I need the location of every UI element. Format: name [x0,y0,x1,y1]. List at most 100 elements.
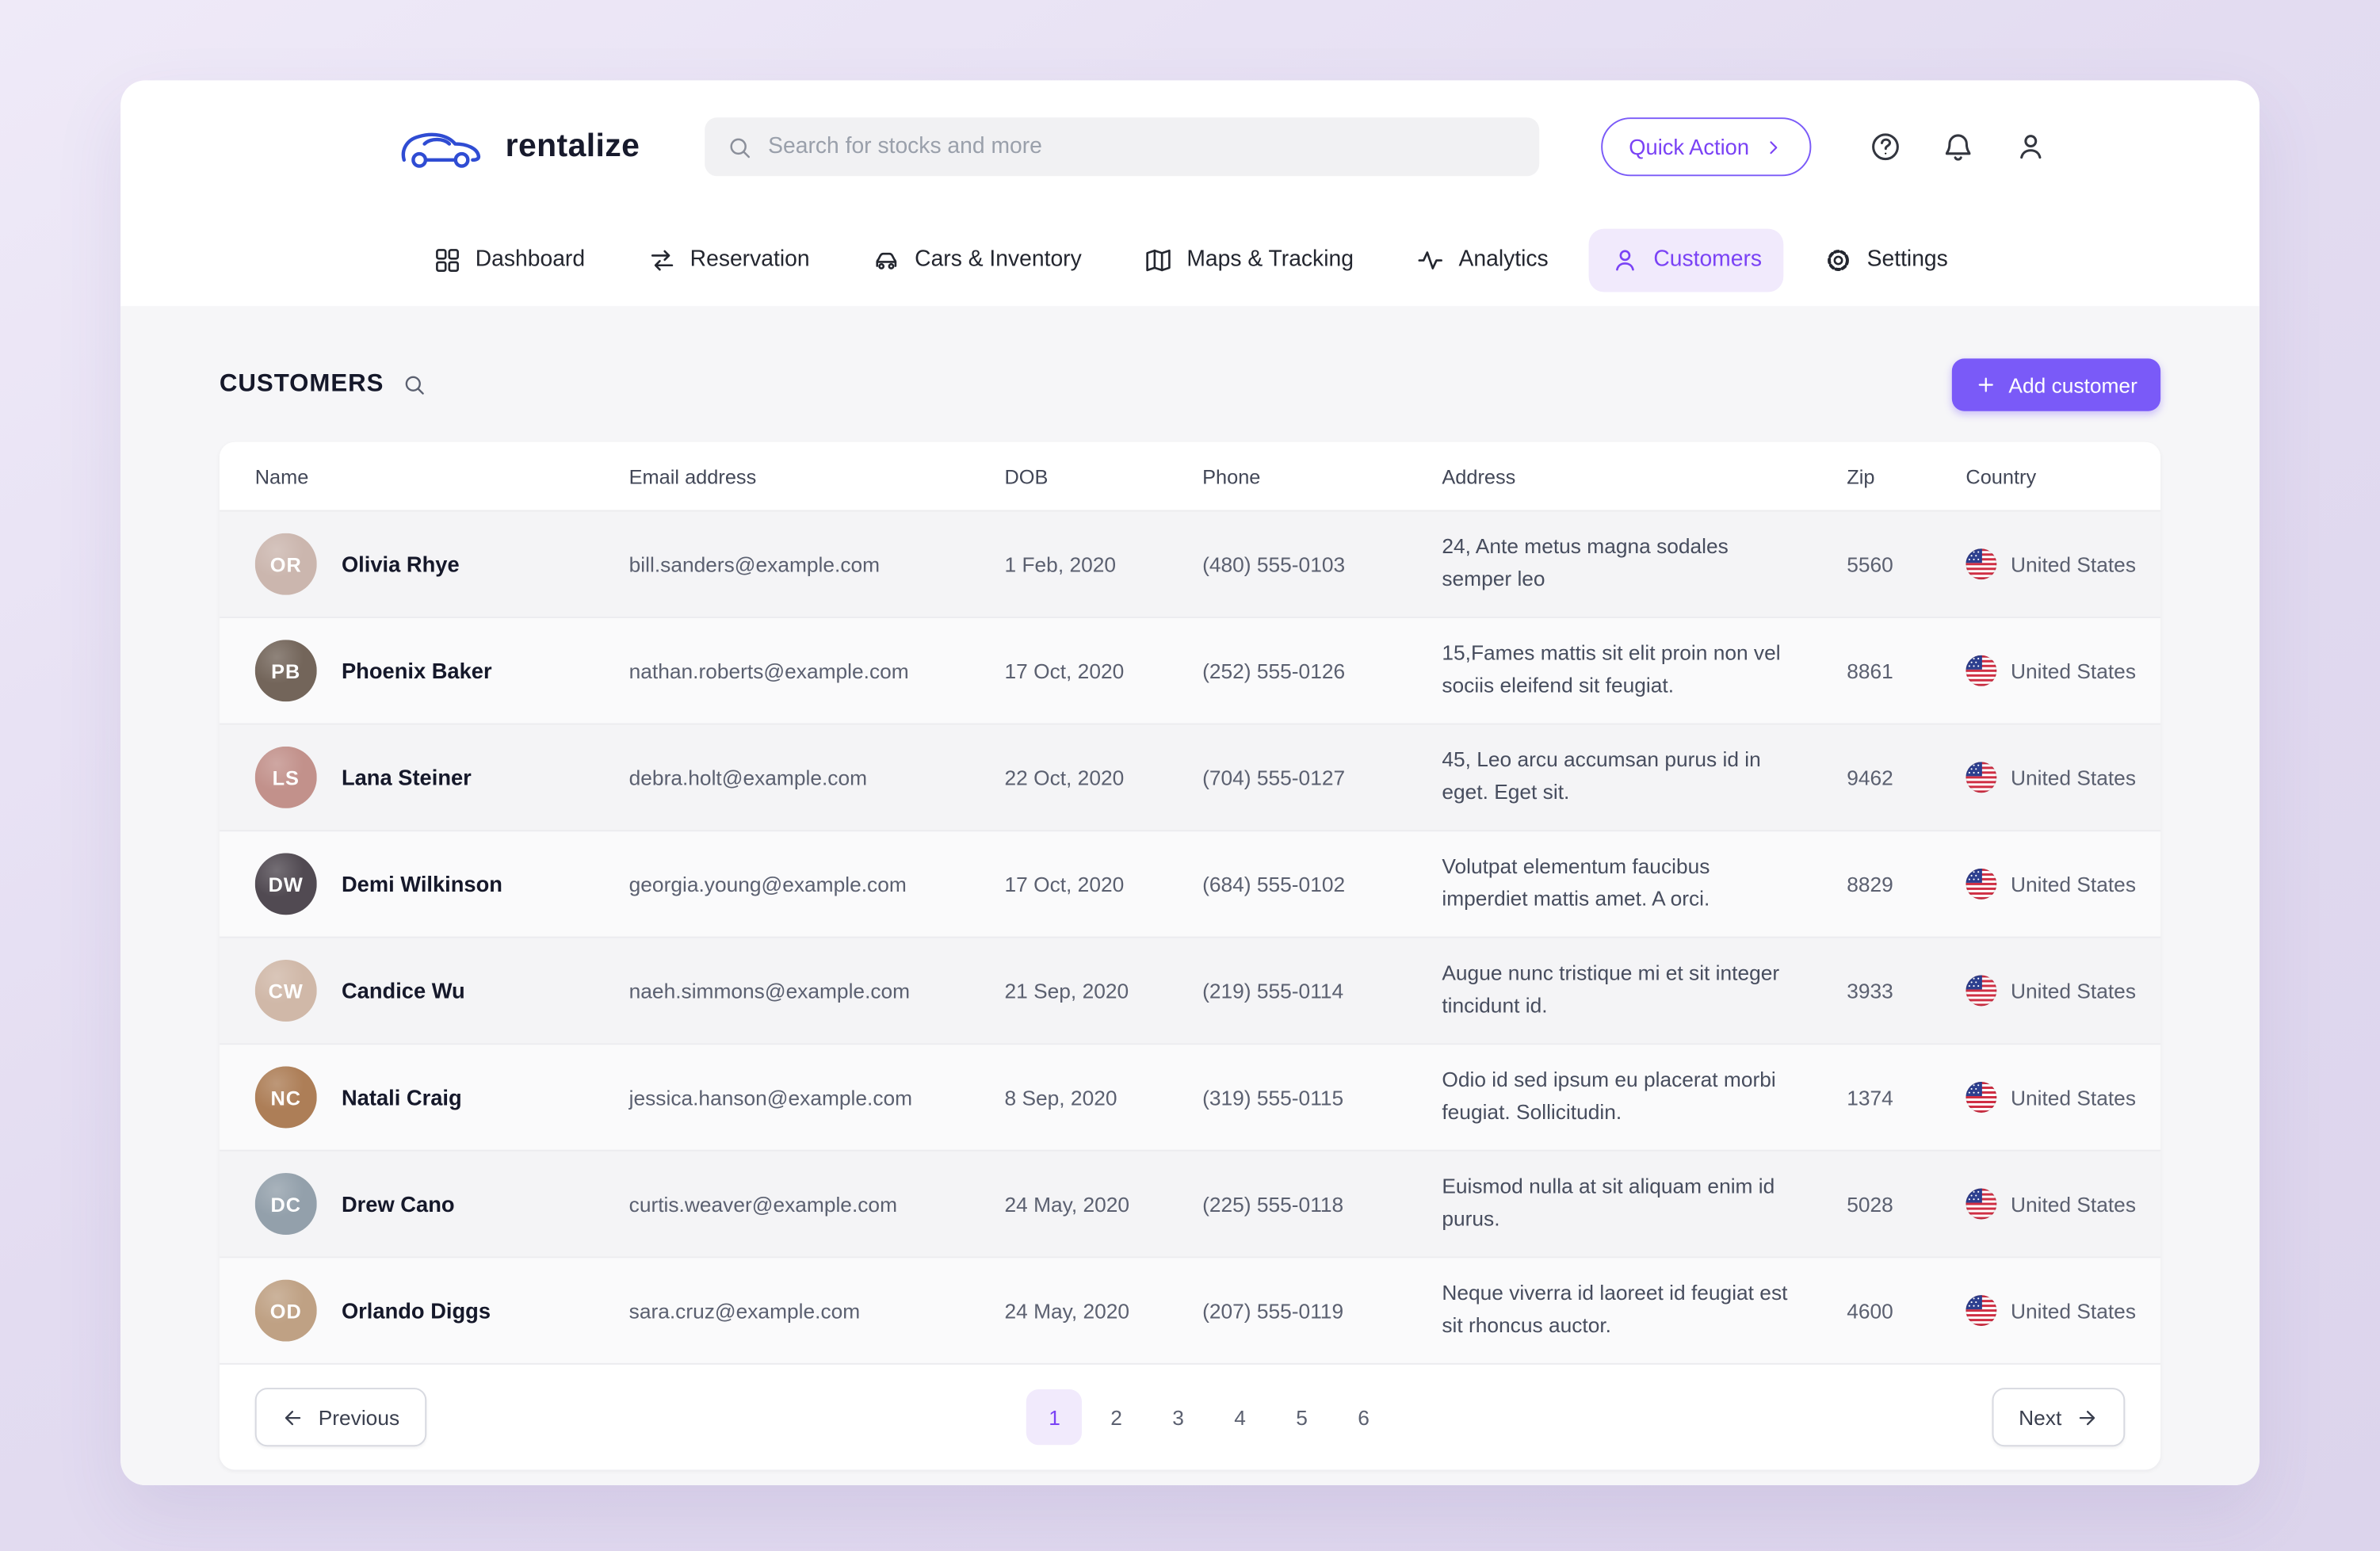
page-title: CUSTOMERS [219,371,384,398]
table-row[interactable]: DC Drew Cano curtis.weaver@example.com 2… [219,1149,2161,1257]
notifications-button[interactable] [1939,128,1977,166]
previous-page-button[interactable]: Previous [254,1388,426,1447]
customers-table: Name Email address DOB Phone Address Zip… [219,441,2161,1470]
customer-phone: (207) 555-0119 [1202,1298,1344,1323]
page-number-button[interactable]: 2 [1089,1389,1144,1445]
nav-item[interactable]: Analytics [1394,228,1570,292]
customer-email: naeh.simmons@example.com [628,979,911,1003]
page-number-button[interactable]: 5 [1274,1389,1330,1445]
table-row[interactable]: OD Orlando Diggs sara.cruz@example.com 2… [219,1256,2161,1363]
country-name: United States [2010,1085,2136,1110]
search-icon [727,134,753,160]
customer-phone: (319) 555-0115 [1202,1085,1344,1110]
bell-icon [1941,130,1975,164]
avatar: PB [254,640,317,702]
customer-name: Drew Cano [341,1191,455,1217]
customer-country: United States [1966,975,2160,1006]
nav-item-label: Customers [1653,247,1763,273]
avatar: LS [254,746,317,808]
customer-zip: 8829 [1847,872,1893,896]
table-search-button[interactable] [403,372,427,397]
nav-item[interactable]: Settings [1802,228,1969,292]
top-bar: rentalize Quick Action [120,80,2260,213]
next-page-button[interactable]: Next [1992,1388,2126,1447]
customer-dob: 22 Oct, 2020 [1004,766,1125,789]
avatar: DW [254,853,317,915]
main-nav: Dashboard Reservation Cars & Inventory M… [120,213,2260,306]
customer-address: Volutpat elementum faucibus imperdiet ma… [1442,854,1710,911]
customer-email: georgia.young@example.com [628,872,907,896]
table-row[interactable]: NC Natali Craig jessica.hanson@example.c… [219,1043,2161,1150]
quick-action-label: Quick Action [1629,134,1750,159]
brand-car-logo-icon [401,132,481,168]
content-area: CUSTOMERS Add customer Name Email addres… [120,306,2260,1485]
customer-name: Phoenix Baker [341,658,492,683]
table-row[interactable]: LS Lana Steiner debra.holt@example.com 2… [219,723,2161,831]
column-header: Country [1966,464,2037,488]
column-header: Zip [1847,464,1875,488]
page-number-button[interactable]: 3 [1151,1389,1206,1445]
customer-name: Candice Wu [341,978,465,1003]
nav-item[interactable]: Reservation [625,228,831,292]
nav-item-label: Dashboard [475,247,586,273]
brand: rentalize [392,120,640,173]
nav-item[interactable]: Dashboard [411,228,607,292]
page-number-button[interactable]: 4 [1213,1389,1268,1445]
map-icon [1144,245,1173,274]
table-row[interactable]: OR Olivia Rhye bill.sanders@example.com … [219,510,2161,617]
country-name: United States [2010,979,2136,1003]
car-icon [872,245,901,274]
plus-icon [1975,374,1996,395]
table-row[interactable]: PB Phoenix Baker nathan.roberts@example.… [219,617,2161,724]
name-cell: OD Orlando Diggs [254,1279,629,1342]
customer-country: United States [1966,655,2160,686]
customer-zip: 4600 [1847,1298,1893,1323]
search-input[interactable] [768,134,1518,159]
customer-zip: 5560 [1847,552,1893,576]
page-number-button[interactable]: 6 [1336,1389,1392,1445]
name-cell: PB Phoenix Baker [254,640,629,702]
avatar: DC [254,1173,317,1236]
customer-email: jessica.hanson@example.com [628,1085,913,1110]
profile-button[interactable] [2012,128,2050,166]
avatar: OD [254,1279,317,1342]
page-number-button[interactable]: 1 [1026,1389,1083,1446]
nav-item[interactable]: Customers [1588,227,1784,292]
table-row[interactable]: CW Candice Wu naeh.simmons@example.com 2… [219,936,2161,1044]
country-name: United States [2010,1192,2136,1216]
customer-country: United States [1966,1082,2160,1113]
customer-email: curtis.weaver@example.com [628,1192,898,1216]
customer-country: United States [1966,1295,2160,1326]
page-numbers: 1 2 3 4 5 6 [426,1389,1992,1446]
grid-icon [432,245,461,274]
customer-zip: 3933 [1847,979,1893,1003]
customer-name: Lana Steiner [341,765,472,790]
customer-name: Demi Wilkinson [341,871,502,896]
app-window: rentalize Quick Action [120,80,2260,1485]
help-button[interactable] [1867,128,1904,166]
nav-item-label: Reservation [690,247,810,273]
search-bar [705,117,1540,177]
us-flag-icon [1966,869,1996,900]
customer-dob: 17 Oct, 2020 [1004,659,1125,682]
customer-address: Odio id sed ipsum eu placerat morbi feug… [1442,1068,1776,1124]
us-flag-icon [1966,1082,1996,1113]
search-icon [403,372,427,397]
gear-icon [1824,245,1853,274]
customer-name: Natali Craig [341,1084,462,1110]
quick-action-button[interactable]: Quick Action [1601,117,1812,177]
add-customer-button[interactable]: Add customer [1951,358,2161,411]
next-label: Next [2019,1405,2062,1429]
nav-item-label: Settings [1866,247,1948,273]
nav-item[interactable]: Cars & Inventory [850,228,1103,292]
customer-zip: 1374 [1847,1085,1893,1110]
customer-dob: 8 Sep, 2020 [1004,1085,1117,1110]
table-row[interactable]: DW Demi Wilkinson georgia.young@example.… [219,830,2161,937]
nav-item[interactable]: Maps & Tracking [1121,228,1375,292]
previous-label: Previous [318,1405,400,1429]
us-flag-icon [1966,975,1996,1006]
pagination: Previous 1 2 3 4 5 [219,1362,2161,1470]
table-header-row: Name Email address DOB Phone Address Zip… [219,441,2161,510]
customer-dob: 24 May, 2020 [1004,1298,1130,1323]
name-cell: NC Natali Craig [254,1066,629,1129]
